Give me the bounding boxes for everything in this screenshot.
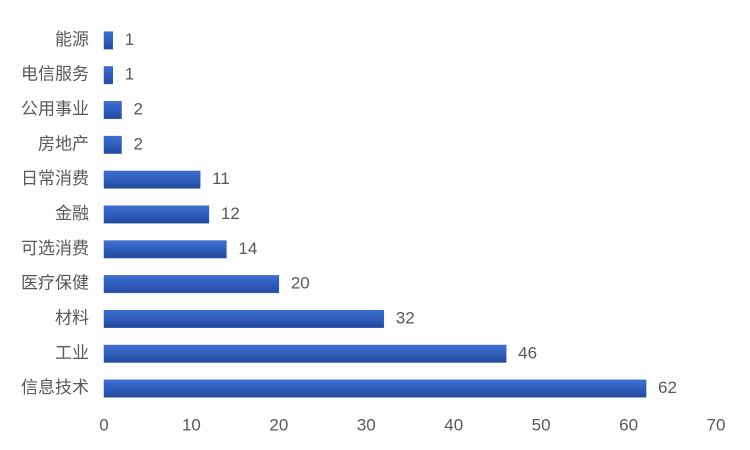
value-label: 1 bbox=[125, 65, 134, 84]
value-label: 1 bbox=[125, 30, 134, 49]
x-tick-label: 0 bbox=[99, 415, 108, 434]
value-label: 62 bbox=[658, 378, 677, 397]
bar bbox=[103, 170, 201, 189]
value-label: 46 bbox=[518, 343, 537, 362]
value-label: 12 bbox=[221, 204, 240, 223]
value-label: 32 bbox=[396, 308, 415, 327]
y-tick-label: 医疗保健 bbox=[21, 274, 89, 293]
x-tick-label: 10 bbox=[182, 415, 201, 434]
value-label: 11 bbox=[212, 169, 230, 188]
value-label: 2 bbox=[133, 100, 142, 119]
bar bbox=[103, 66, 113, 85]
x-tick-label: 30 bbox=[357, 415, 376, 434]
y-tick-label: 工业 bbox=[55, 343, 89, 362]
bar bbox=[103, 101, 122, 120]
bar bbox=[103, 205, 210, 224]
bar bbox=[103, 379, 647, 398]
y-tick-label: 金融 bbox=[55, 204, 89, 223]
y-tick-label: 信息技术 bbox=[21, 378, 89, 397]
x-tick-label: 40 bbox=[444, 415, 463, 434]
y-tick-label: 能源 bbox=[55, 30, 89, 49]
x-tick-label: 60 bbox=[619, 415, 638, 434]
bar bbox=[103, 310, 385, 328]
value-label: 14 bbox=[238, 239, 257, 258]
y-tick-label: 材料 bbox=[55, 308, 89, 327]
y-tick-label: 房地产 bbox=[38, 134, 89, 153]
y-tick-label: 可选消费 bbox=[21, 239, 89, 258]
value-label: 2 bbox=[133, 134, 142, 153]
x-tick-label: 50 bbox=[532, 415, 551, 434]
bar bbox=[103, 275, 280, 294]
bar bbox=[103, 135, 122, 154]
bar bbox=[103, 344, 507, 363]
bar bbox=[103, 31, 113, 50]
value-label: 20 bbox=[291, 274, 310, 293]
x-tick-label: 70 bbox=[707, 415, 726, 434]
x-tick-label: 20 bbox=[269, 415, 288, 434]
y-tick-label: 日常消费 bbox=[21, 169, 89, 188]
bar bbox=[103, 240, 227, 259]
y-tick-label: 电信服务 bbox=[21, 65, 89, 84]
y-tick-label: 公用事业 bbox=[21, 100, 89, 119]
